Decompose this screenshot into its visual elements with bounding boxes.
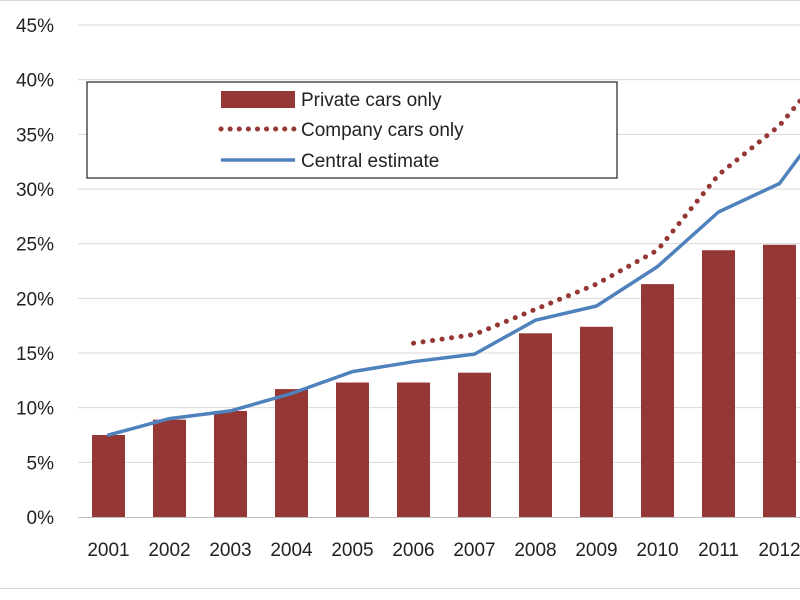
y-tick-label: 30% xyxy=(16,180,54,201)
x-tick-label: 2005 xyxy=(331,540,373,561)
y-tick-label: 5% xyxy=(27,453,55,474)
y-tick-label: 25% xyxy=(16,235,54,256)
line-series xyxy=(106,97,800,437)
x-tick-label: 2002 xyxy=(148,540,190,561)
bar-private-cars xyxy=(275,389,308,517)
legend-box xyxy=(86,81,618,179)
legend-label-central-estimate: Central estimate xyxy=(301,151,439,172)
bar-private-cars xyxy=(214,410,247,517)
x-tick-label: 2001 xyxy=(87,540,129,561)
y-tick-label: 0% xyxy=(27,508,55,529)
bar-series xyxy=(92,244,796,517)
x-tick-label: 2006 xyxy=(392,540,434,561)
x-axis-tick-labels: 2001 2002 2003 2004 2005 2006 2007 2008 2009 2010… xyxy=(87,540,800,561)
y-tick-label: 35% xyxy=(16,125,54,146)
bar-private-cars xyxy=(336,382,369,517)
bar-private-cars xyxy=(641,284,674,517)
bar-private-cars xyxy=(92,435,125,517)
x-tick-label: 2007 xyxy=(453,540,495,561)
line-company-cars xyxy=(411,97,800,346)
legend-swatch-private-cars xyxy=(221,91,295,108)
bar-private-cars xyxy=(580,326,613,517)
y-tick-label: 10% xyxy=(16,399,54,420)
line-central-estimate xyxy=(106,153,800,437)
x-tick-label: 2008 xyxy=(514,540,556,561)
y-axis-tick-labels: 0% 5% 10% 15% 20% 25% 30% 35% 40% 45% xyxy=(16,16,54,529)
x-tick-label: 2011 xyxy=(698,540,739,561)
legend-label-private-cars: Private cars only xyxy=(301,90,442,111)
bar-private-cars xyxy=(153,419,186,517)
bar-private-cars xyxy=(702,250,735,517)
y-tick-label: 20% xyxy=(16,289,54,310)
legend-label-company-cars: Company cars only xyxy=(301,120,464,141)
x-tick-label: 2004 xyxy=(270,540,313,561)
y-tick-label: 15% xyxy=(16,344,54,365)
bar-private-cars xyxy=(763,244,796,517)
bar-private-cars xyxy=(397,382,430,517)
x-tick-label: 2009 xyxy=(575,540,617,561)
legend: Private cars only Company cars only Cent… xyxy=(86,81,618,179)
x-tick-label: 2003 xyxy=(209,540,251,561)
bar-private-cars xyxy=(458,372,491,517)
y-tick-label: 45% xyxy=(16,16,54,37)
x-tick-label: 2010 xyxy=(636,540,678,561)
x-tick-label: 2012 xyxy=(758,540,800,561)
y-tick-label: 40% xyxy=(16,71,54,92)
bar-private-cars xyxy=(519,333,552,517)
